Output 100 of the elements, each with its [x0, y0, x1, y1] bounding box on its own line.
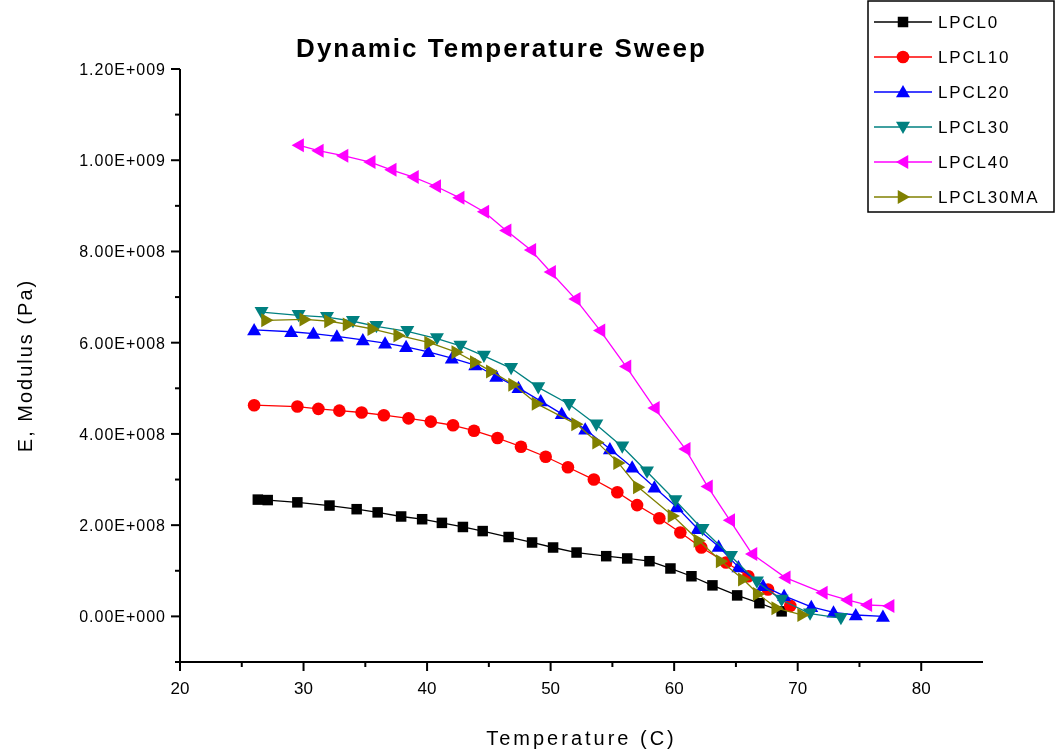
point [446, 418, 460, 432]
point [261, 313, 274, 328]
point [367, 322, 380, 337]
point [700, 479, 713, 494]
point [561, 460, 575, 474]
point [499, 223, 512, 238]
point [571, 547, 582, 558]
point [436, 517, 448, 529]
point [424, 415, 438, 428]
point [262, 494, 273, 506]
point [723, 550, 738, 564]
point [491, 431, 504, 445]
point [351, 503, 362, 515]
x-tick-label: 50 [541, 679, 561, 698]
point [667, 509, 680, 524]
x-tick-label: 60 [664, 679, 684, 698]
point [476, 204, 490, 219]
point [503, 531, 514, 543]
point [568, 291, 581, 306]
point [292, 497, 303, 508]
point [451, 345, 464, 360]
point [722, 513, 735, 528]
x-tick-label: 40 [417, 679, 437, 698]
x-tick-label: 20 [170, 679, 190, 698]
x-axis-title: Temperature (C) [486, 727, 677, 749]
point [715, 554, 729, 569]
point [324, 314, 337, 329]
point [526, 537, 538, 548]
point [416, 513, 428, 525]
point [859, 597, 873, 612]
point [284, 324, 299, 337]
point [592, 435, 605, 450]
y-tick-label: 1.00E+009 [79, 152, 166, 170]
point [393, 328, 406, 343]
point [476, 350, 491, 363]
point [615, 441, 630, 454]
point [355, 332, 370, 346]
point [738, 572, 751, 587]
point [543, 264, 556, 279]
point [744, 546, 758, 561]
point [674, 526, 687, 539]
point [774, 594, 789, 607]
point [378, 336, 393, 349]
point [797, 608, 810, 623]
point [695, 524, 710, 537]
legend-label: LPCL30MA [938, 188, 1040, 207]
point [771, 601, 784, 616]
point [639, 466, 654, 479]
point [467, 424, 481, 438]
point [815, 585, 828, 600]
point [803, 608, 818, 621]
legend-label: LPCL0 [938, 13, 999, 32]
point [333, 404, 346, 417]
point [399, 339, 414, 353]
legend-label: LPCL40 [938, 153, 1011, 172]
y-tick-label: 2.00E+008 [79, 517, 166, 535]
point [833, 612, 848, 626]
legend-label: LPCL10 [938, 48, 1011, 67]
point [355, 406, 368, 419]
point [613, 456, 626, 471]
y-axis-title: E, Modulus (Pa) [14, 278, 36, 453]
point [611, 486, 624, 499]
chart-title: Dynamic Temperature Sweep [296, 33, 707, 63]
point [457, 521, 469, 533]
point [875, 609, 890, 622]
point [306, 326, 321, 339]
point [504, 362, 519, 376]
point [665, 563, 676, 574]
point [523, 243, 537, 258]
y-tick-label: 8.00E+008 [79, 243, 166, 261]
y-tick-label: 6.00E+008 [79, 334, 166, 352]
point [587, 473, 601, 486]
point [291, 400, 304, 413]
point [562, 399, 577, 412]
point [336, 148, 349, 163]
point [752, 587, 766, 602]
point [644, 555, 655, 567]
point [749, 576, 764, 589]
point [600, 550, 612, 562]
point [247, 398, 261, 412]
point [329, 329, 344, 342]
point [593, 323, 606, 338]
point [633, 480, 646, 495]
point [531, 396, 545, 411]
point [402, 412, 415, 425]
point [452, 190, 465, 205]
point [840, 592, 853, 607]
point [531, 382, 546, 395]
point [363, 155, 376, 170]
point [686, 570, 697, 582]
point [653, 512, 666, 525]
point [486, 364, 499, 379]
point [668, 495, 683, 508]
point [400, 326, 415, 339]
point [395, 511, 407, 522]
point [678, 441, 691, 456]
point [647, 400, 660, 415]
point [571, 417, 584, 432]
point [424, 335, 437, 350]
point [421, 344, 436, 358]
